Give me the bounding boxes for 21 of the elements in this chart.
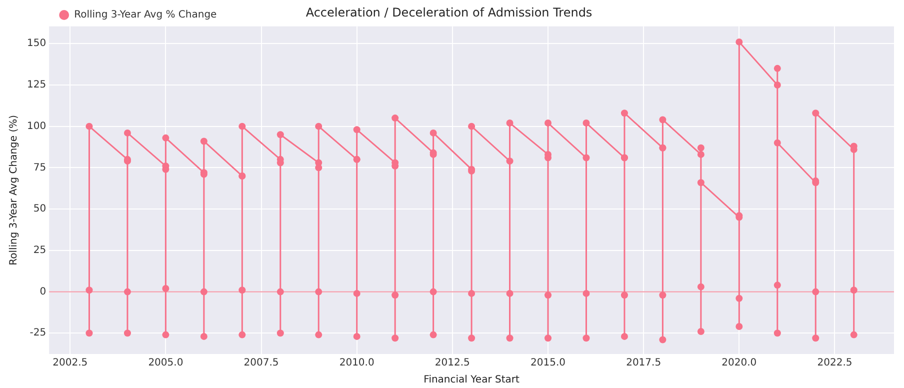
y-tick-label: 100 (26, 120, 46, 132)
x-tick-label: 2012.5 (434, 358, 470, 369)
y-tick-label: 75 (33, 162, 46, 174)
x-tick-label: 2020.0 (722, 358, 757, 369)
y-tick-label: 150 (26, 38, 46, 50)
x-tick-label: 2022.5 (817, 358, 852, 369)
x-tick-label: 2002.5 (52, 358, 88, 369)
legend-label: Rolling 3-Year Avg % Change (74, 10, 217, 21)
y-tick-label: 50 (33, 204, 46, 215)
x-tick-label: 2005.0 (148, 358, 184, 369)
x-tick-label: 2017.5 (626, 358, 662, 369)
y-tick-label: 25 (33, 245, 46, 256)
x-tick-label: 2015.0 (530, 358, 566, 369)
x-tick-label: 2007.5 (244, 358, 279, 369)
y-tick-label: 0 (40, 286, 46, 298)
x-tick-label: 2010.0 (339, 358, 374, 369)
y-tick-label: -25 (30, 328, 46, 339)
chart-title: Acceleration / Deceleration of Admission Trends (306, 5, 592, 20)
y-tick-label: 125 (26, 80, 46, 91)
x-axis-title: Financial Year Start (424, 374, 520, 386)
y-axis-title: Rolling 3-Year Avg Change (%) (8, 114, 20, 266)
